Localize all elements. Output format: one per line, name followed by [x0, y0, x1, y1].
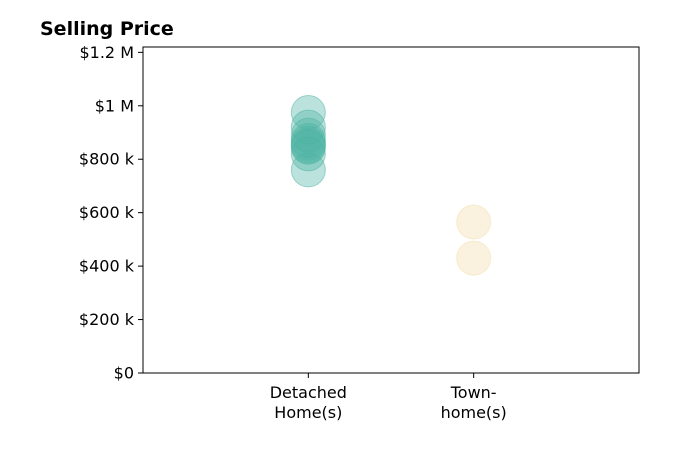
data-point	[290, 109, 326, 145]
data-point	[290, 152, 326, 188]
x-axis: Detached Home(s) Town-home(s)	[270, 373, 507, 422]
data-point	[290, 136, 326, 172]
y-tick-label: $200 k	[79, 310, 135, 329]
y-tick-label: $600 k	[79, 203, 135, 222]
x-tick-label: Detached Home(s)	[270, 383, 347, 422]
y-tick-label: $800 k	[79, 150, 135, 169]
data-point	[456, 204, 492, 240]
x-tick-label-line: Home(s)	[274, 403, 342, 422]
y-tick-label: $1.2 M	[79, 43, 134, 62]
y-tick-label: $400 k	[79, 257, 135, 276]
x-tick-label-line: Detached	[270, 383, 347, 402]
x-tick-label: Town-home(s)	[441, 383, 507, 422]
x-tick-label-line: Town-	[450, 383, 497, 402]
plot-frame	[142, 46, 640, 374]
y-axis: $0 $200 k $400 k $600 k $800 k $1 M $1.2 M	[79, 43, 143, 383]
data-point	[290, 117, 326, 153]
x-tick-label-line: home(s)	[441, 403, 507, 422]
data-point	[456, 240, 492, 276]
y-tick-label: $1 M	[95, 96, 134, 115]
chart-title: Selling Price	[40, 18, 174, 40]
points-layer	[290, 94, 492, 276]
y-tick-label: $0	[114, 364, 134, 383]
